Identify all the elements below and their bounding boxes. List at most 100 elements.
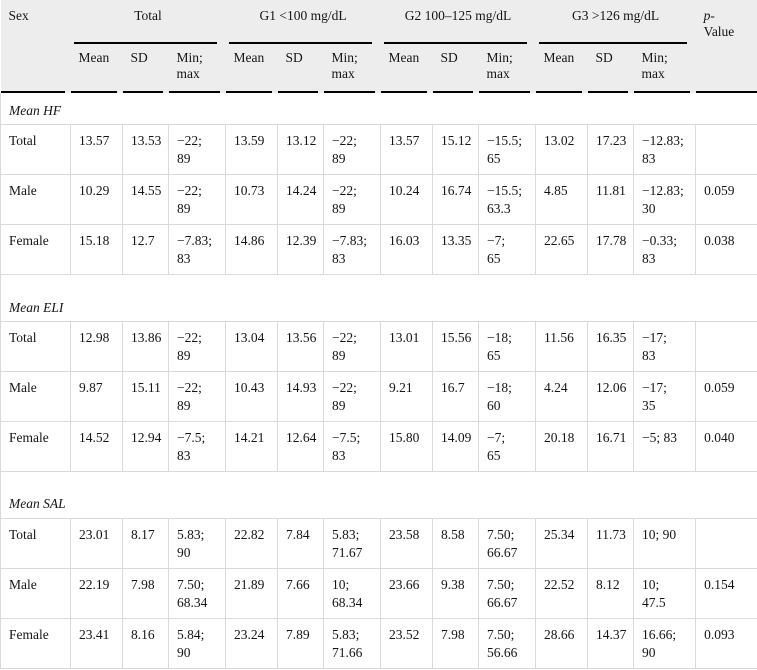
value-cell: 15.12 <box>432 124 480 176</box>
value-cell: 4.24 <box>535 370 589 422</box>
header-minmax: Min; max <box>323 44 381 93</box>
value-cell: 4.85 <box>535 174 589 226</box>
p-value-cell: 0.040 <box>695 420 757 472</box>
value-cell: 16.74 <box>432 174 480 226</box>
value-cell: 13.57 <box>70 124 123 176</box>
value-cell: −0.33; 83 <box>633 224 697 276</box>
header-minmax: Min; max <box>478 44 536 93</box>
value-cell: 12.98 <box>70 320 123 372</box>
value-cell: 14.93 <box>277 370 324 422</box>
value-cell: −7.83; 83 <box>168 224 226 276</box>
value-cell: −22; 89 <box>322 174 382 226</box>
p-value-cell: 0.059 <box>695 174 757 226</box>
row-label: Male <box>0 174 71 226</box>
value-cell: −22; 89 <box>168 124 226 176</box>
value-cell: 13.59 <box>225 124 278 176</box>
p-value-cell <box>695 517 757 569</box>
table-row: Female 23.41 8.16 5.84; 90 23.24 7.89 5.83; 71… <box>0 617 757 669</box>
value-cell: 10; 90 <box>633 517 697 569</box>
section-row: Mean HF <box>0 93 757 125</box>
value-cell: 22.19 <box>70 567 123 619</box>
value-cell: 22.52 <box>535 567 589 619</box>
value-cell: 14.37 <box>587 617 635 669</box>
value-cell: −12.83; 30 <box>633 174 697 226</box>
value-cell: 10.24 <box>380 174 434 226</box>
header-group-row: Sex Total G1 <100 mg/dL G2 100–125 mg/dL… <box>0 0 757 93</box>
value-cell: −15.5; 63.3 <box>478 174 537 226</box>
row-label: Total <box>0 320 71 372</box>
value-cell: 23.52 <box>380 617 434 669</box>
value-cell: 14.55 <box>122 174 169 226</box>
value-cell: −7; 65 <box>478 420 537 472</box>
value-cell: 15.18 <box>70 224 123 276</box>
value-cell: 16.7 <box>432 370 480 422</box>
value-cell: 16.35 <box>587 320 635 372</box>
value-cell: 13.56 <box>277 320 324 372</box>
header-sd: SD <box>277 44 324 93</box>
value-cell: −17; 35 <box>633 370 697 422</box>
value-cell: 13.01 <box>380 320 434 372</box>
value-cell: 10.29 <box>70 174 123 226</box>
value-cell: 5.83; 71.66 <box>322 617 382 669</box>
value-cell: 12.39 <box>277 224 324 276</box>
value-cell: 28.66 <box>535 617 589 669</box>
value-cell: 15.11 <box>122 370 169 422</box>
table-row: Female 14.52 12.94 −7.5; 83 14.21 12.64 −7.5; … <box>0 420 757 472</box>
row-label: Male <box>0 370 71 422</box>
value-cell: 10.43 <box>225 370 278 422</box>
value-cell: −7.83; 83 <box>322 224 382 276</box>
value-cell: 13.86 <box>122 320 169 372</box>
value-cell: 23.58 <box>380 517 434 569</box>
header-group-g2: G2 100–125 mg/dL <box>380 0 536 44</box>
value-cell: 7.98 <box>122 567 169 619</box>
section-row: Mean ELI <box>0 289 757 322</box>
header-sd: SD <box>432 44 479 93</box>
value-cell: 14.24 <box>277 174 324 226</box>
header-group-g1: G1 <100 mg/dL <box>225 0 381 44</box>
table-row: Male 10.29 14.55 −22; 89 10.73 14.24 −22; 89 10… <box>0 174 757 226</box>
value-cell: 10; 68.34 <box>322 567 382 619</box>
value-cell: −18; 60 <box>478 370 537 422</box>
header-group-total: Total <box>70 0 226 44</box>
header-group-g3: G3 >126 mg/dL <box>535 0 696 44</box>
value-cell: −15.5; 65 <box>478 124 537 176</box>
value-cell: 14.52 <box>70 420 123 472</box>
header-mean: Mean <box>535 44 588 93</box>
value-cell: 7.50; 56.66 <box>478 617 537 669</box>
row-label: Female <box>0 420 71 472</box>
value-cell: 9.38 <box>432 567 480 619</box>
value-cell: 16.03 <box>380 224 434 276</box>
value-cell: 15.80 <box>380 420 434 472</box>
value-cell: 16.66; 90 <box>633 617 697 669</box>
value-cell: 5.83; 90 <box>168 517 226 569</box>
value-cell: 7.89 <box>277 617 324 669</box>
p-value-cell <box>695 124 757 176</box>
value-cell: −22; 89 <box>322 320 382 372</box>
row-label: Total <box>0 517 71 569</box>
value-cell: 17.78 <box>587 224 635 276</box>
value-cell: 7.50; 66.67 <box>478 517 537 569</box>
header-minmax: Min; max <box>633 44 696 93</box>
header-p-value: p- Value <box>695 0 757 93</box>
value-cell: −22; 89 <box>168 174 226 226</box>
value-cell: 13.57 <box>380 124 434 176</box>
value-cell: 21.89 <box>225 567 278 619</box>
p-value-label-line2: Value <box>703 24 735 39</box>
table-body: Mean HF Total 13.57 13.53 −22; 89 13.59 13.12−… <box>0 93 757 669</box>
row-label: Male <box>0 567 71 619</box>
table-row: Female 15.18 12.7 −7.83; 83 14.86 12.39 −7.83;… <box>0 224 757 276</box>
value-cell: 5.83; 71.67 <box>322 517 382 569</box>
value-cell: −7.5; 83 <box>322 420 382 472</box>
value-cell: 23.66 <box>380 567 434 619</box>
section-spacer <box>0 274 757 290</box>
value-cell: 10; 47.5 <box>633 567 697 619</box>
section-title: Mean ELI <box>0 289 757 322</box>
header-sub-row: Mean SD Min; max Mean SD Min; max Mean S… <box>1 44 757 93</box>
value-cell: 9.21 <box>380 370 434 422</box>
value-cell: 15.56 <box>432 320 480 372</box>
value-cell: 7.84 <box>277 517 324 569</box>
section-row: Mean SAL <box>0 486 757 519</box>
table-row: Male 22.19 7.98 7.50; 68.34 21.89 7.66 10; 68.… <box>0 567 757 619</box>
value-cell: −7; 65 <box>478 224 537 276</box>
